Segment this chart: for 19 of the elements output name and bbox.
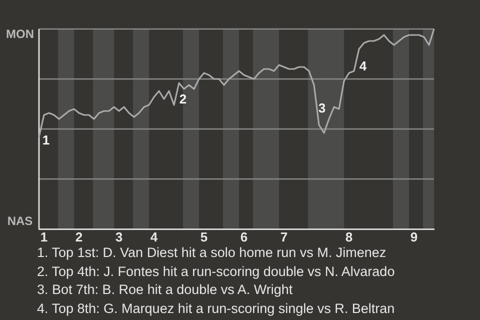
x-tick-label: 2 bbox=[75, 229, 83, 244]
annotation: 3 bbox=[318, 100, 326, 116]
text: MON bbox=[6, 27, 34, 41]
x-tick-label: 7 bbox=[280, 229, 288, 244]
x-tick-label: 9 bbox=[410, 229, 418, 244]
x-tick-label: 8 bbox=[345, 229, 353, 244]
x-tick-label: 3 bbox=[115, 229, 123, 244]
annotation: 1 bbox=[42, 132, 50, 148]
text: NAS bbox=[7, 214, 33, 228]
text: 2. Top 4th: J. Fontes hit a run-scoring double vs N. Alvarado bbox=[37, 262, 395, 281]
x-tick-label: 1 bbox=[40, 229, 48, 244]
text: 4. Top 8th: G. Marquez hit a run-scoring single vs R. Beltran bbox=[37, 300, 395, 318]
x-tick-label: 4 bbox=[150, 229, 158, 244]
x-tick-label: 6 bbox=[240, 229, 248, 244]
text: 1. Top 1st: D. Van Diest hit a solo home run vs M. Jimenez bbox=[37, 244, 388, 262]
x-tick-label: 5 bbox=[200, 229, 208, 244]
text: 3. Bot 7th: B. Roe hit a double vs A. Wright bbox=[37, 281, 294, 299]
annotation: 2 bbox=[179, 92, 187, 106]
annotation: 4 bbox=[359, 58, 367, 74]
